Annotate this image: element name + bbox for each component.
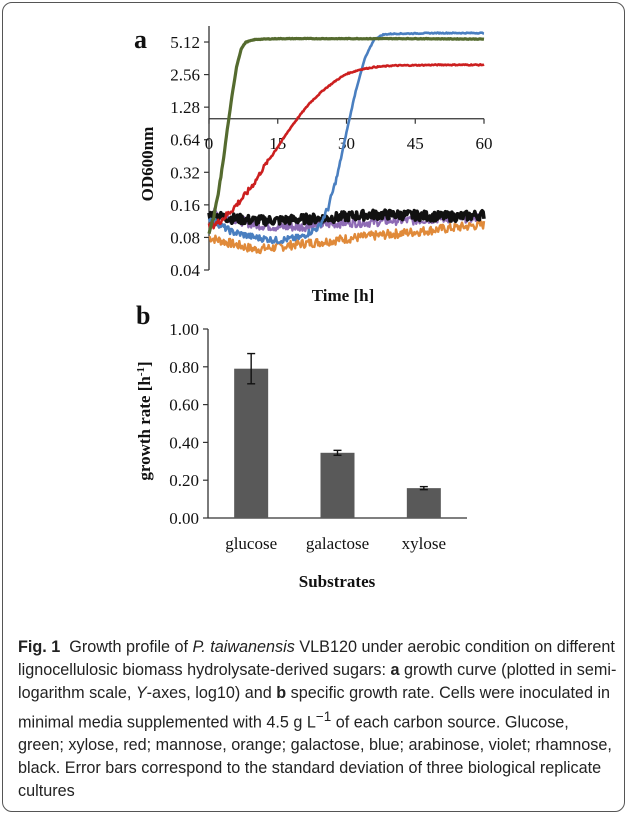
caption-t1: Growth profile of	[69, 638, 193, 656]
a-ytick-label: 0.04	[170, 261, 200, 280]
caption-t4: -axes, log10) and	[146, 684, 277, 702]
a-series-line-2	[207, 31, 485, 245]
a-ytick-label: 0.64	[170, 131, 200, 150]
panel-b-ylabel-sup: -1	[135, 367, 147, 376]
panel-b-y-ticks: 0.00 0.20 0.40 0.60 0.80 1.00	[169, 320, 208, 528]
figure-caption: Fig. 1 Growth profile of P. taiwanensis …	[18, 636, 618, 803]
panel-b-label: b	[136, 301, 150, 330]
caption-t5: specific growth rate. Cells were inocula…	[18, 684, 611, 732]
a-series-line-1	[207, 63, 485, 230]
caption-sup: −1	[315, 709, 332, 724]
a-ytick-label: 0.32	[170, 163, 200, 182]
a-series-line-3	[208, 220, 486, 255]
a-xtick-label: 45	[407, 134, 424, 153]
panel-b: b growth rate [h-1] 0.00 0.20 0.40 0.60 0.80…	[135, 301, 467, 591]
b-ytick-label: 0.80	[169, 358, 199, 377]
a-ytick-label: 5.12	[170, 33, 200, 52]
caption-species: P. taiwanensis	[192, 638, 295, 656]
caption-t6: of each carbon source. Glucose, green; x…	[18, 713, 612, 801]
b-ytick-label: 0.20	[169, 471, 199, 490]
b-ytick-label: 0.00	[169, 509, 199, 528]
panel-b-ylabel-main: growth rate [h	[135, 376, 154, 481]
caption-a: a	[390, 661, 400, 679]
b-ytick-label: 1.00	[169, 320, 199, 339]
caption-label: Fig. 1	[18, 638, 61, 656]
a-xtick-label: 0	[205, 134, 214, 153]
b-xtick-label: galactose	[306, 534, 369, 553]
caption-b: b	[276, 684, 287, 702]
a-series-line-0	[207, 36, 485, 235]
b-bar-xylose	[406, 488, 441, 518]
b-ytick-label: 0.60	[169, 396, 199, 415]
b-bar-galactose	[320, 452, 355, 518]
a-ytick-label: 0.16	[170, 196, 200, 215]
panel-a-ylabel: OD600nm	[138, 127, 157, 202]
panel-a-series	[207, 31, 486, 255]
panel-a-label: a	[134, 25, 147, 54]
panel-a-xlabel: Time [h]	[312, 286, 375, 305]
panel-b-xlabel: Substrates	[299, 572, 376, 591]
a-series-line-5	[207, 208, 486, 227]
a-ytick-label: 1.28	[170, 98, 200, 117]
panel-b-ylabel: growth rate [h-1]	[135, 361, 154, 480]
b-xtick-label: glucose	[225, 534, 277, 553]
a-ytick-label: 2.56	[170, 66, 200, 85]
a-xtick-label: 60	[476, 134, 493, 153]
panel-b-bars	[234, 352, 441, 518]
panel-a-y-ticks: 0.04 0.08 0.16 0.32 0.64 1.28 2.56 5.12	[170, 33, 209, 280]
caption-t3: growth curve (plotted in semi-logarithm …	[18, 661, 617, 702]
panel-a: a OD600nm 0.04 0.08 0.16 0.32 0.64 1.28 2.56 5.…	[134, 25, 493, 305]
caption-t2: VLB120 under aerobic condition on differ…	[18, 638, 615, 679]
figure-canvas: a OD600nm 0.04 0.08 0.16 0.32 0.64 1.28 2.56 5.…	[134, 25, 493, 591]
a-ytick-label: 0.08	[170, 228, 200, 247]
panel-b-x-ticks: glucose galactose xylose	[225, 534, 446, 553]
panel-b-ylabel-end: ]	[135, 361, 154, 367]
caption-yaxes: Y	[135, 684, 147, 702]
b-ytick-label: 0.40	[169, 433, 199, 452]
b-xtick-label: xylose	[402, 534, 446, 553]
b-bar-glucose	[234, 368, 269, 518]
